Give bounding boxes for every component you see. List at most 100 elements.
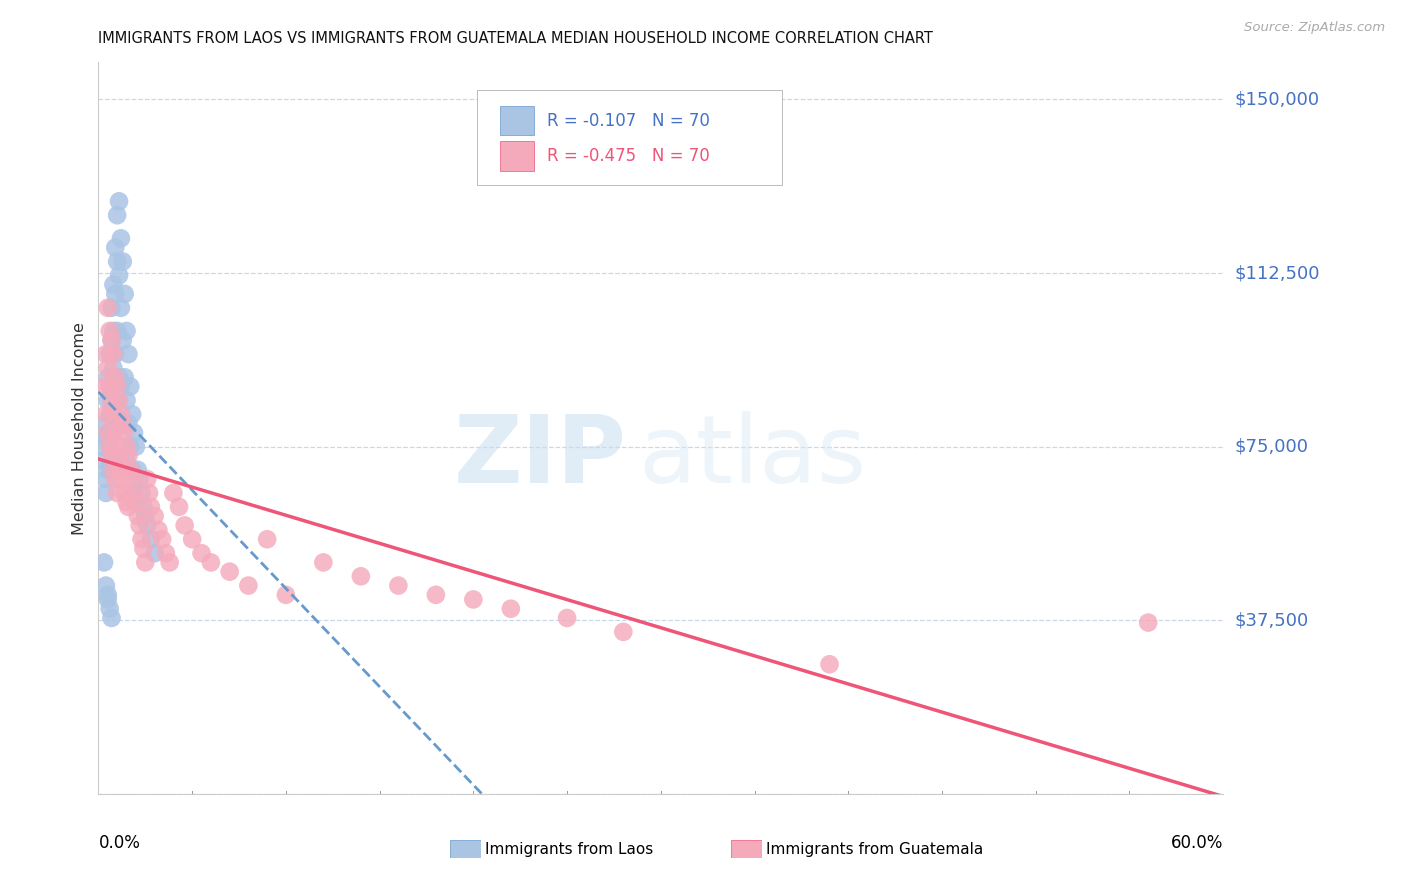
Point	[115, 453, 138, 467]
Point	[98, 440, 121, 454]
Text: $112,500: $112,500	[1234, 264, 1320, 282]
Point	[94, 407, 117, 421]
Point	[238, 578, 260, 592]
Point	[555, 611, 578, 625]
Point	[100, 449, 122, 463]
Point	[121, 407, 143, 421]
Point	[120, 379, 142, 393]
Text: R = -0.475   N = 70: R = -0.475 N = 70	[547, 147, 710, 165]
Point	[100, 301, 122, 315]
Point	[125, 495, 148, 509]
Point	[103, 347, 125, 361]
Point	[114, 286, 136, 301]
Point	[104, 241, 127, 255]
Text: IMMIGRANTS FROM LAOS VS IMMIGRANTS FROM GUATEMALA MEDIAN HOUSEHOLD INCOME CORREL: IMMIGRANTS FROM LAOS VS IMMIGRANTS FROM …	[98, 31, 934, 46]
Point	[139, 500, 162, 514]
Point	[463, 592, 485, 607]
Text: $150,000: $150,000	[1234, 90, 1319, 109]
Point	[105, 208, 128, 222]
Point	[110, 407, 132, 421]
Point	[108, 453, 131, 467]
Point	[148, 523, 170, 537]
Point	[97, 425, 120, 440]
Point	[114, 425, 136, 440]
Point	[98, 601, 121, 615]
Point	[117, 449, 139, 463]
Point	[103, 402, 125, 417]
Point	[105, 486, 128, 500]
Point	[120, 440, 142, 454]
Text: 60.0%: 60.0%	[1171, 834, 1223, 852]
Point	[818, 657, 841, 672]
Point	[122, 425, 145, 440]
FancyBboxPatch shape	[501, 141, 534, 170]
Point	[103, 407, 125, 421]
Point	[94, 486, 117, 500]
Point	[190, 546, 212, 560]
Point	[150, 533, 173, 547]
Point	[103, 449, 125, 463]
Text: Source: ZipAtlas.com: Source: ZipAtlas.com	[1244, 21, 1385, 34]
Point	[132, 500, 155, 514]
Point	[218, 565, 240, 579]
Point	[97, 463, 120, 477]
Point	[108, 268, 131, 283]
Point	[111, 333, 134, 347]
Point	[612, 624, 634, 639]
Point	[93, 440, 115, 454]
Point	[100, 333, 122, 347]
Point	[167, 500, 190, 514]
Point	[111, 254, 134, 268]
Point	[104, 425, 127, 440]
Point	[115, 324, 138, 338]
Point	[110, 379, 132, 393]
Point	[125, 440, 148, 454]
Point	[125, 495, 148, 509]
Text: ZIP: ZIP	[454, 411, 627, 503]
Point	[136, 472, 159, 486]
Y-axis label: Median Household Income: Median Household Income	[72, 322, 87, 534]
Point	[127, 463, 149, 477]
Point	[131, 486, 153, 500]
Point	[104, 370, 127, 384]
Point	[110, 301, 132, 315]
Point	[105, 379, 128, 393]
Point	[97, 361, 120, 376]
Point	[98, 407, 121, 421]
Point	[143, 546, 166, 560]
Point	[98, 324, 121, 338]
Point	[97, 370, 120, 384]
Point	[139, 533, 162, 547]
Point	[350, 569, 373, 583]
Point	[1137, 615, 1160, 630]
Point	[93, 556, 115, 570]
Point	[200, 556, 222, 570]
Point	[122, 486, 145, 500]
Point	[98, 440, 121, 454]
Point	[312, 556, 335, 570]
Point	[138, 486, 160, 500]
Point	[115, 393, 138, 408]
Point	[134, 556, 156, 570]
Text: R = -0.107   N = 70: R = -0.107 N = 70	[547, 112, 710, 129]
Point	[115, 495, 138, 509]
Point	[94, 578, 117, 592]
Point	[94, 347, 117, 361]
Point	[122, 486, 145, 500]
Text: $75,000: $75,000	[1234, 438, 1309, 456]
Point	[128, 472, 150, 486]
Point	[120, 463, 142, 477]
Point	[94, 430, 117, 444]
Point	[425, 588, 447, 602]
Point	[110, 463, 132, 477]
Point	[111, 417, 134, 431]
Point	[134, 509, 156, 524]
Point	[97, 425, 120, 440]
Point	[274, 588, 297, 602]
FancyBboxPatch shape	[501, 106, 534, 136]
Point	[94, 472, 117, 486]
Point	[104, 407, 127, 421]
Point	[111, 417, 134, 431]
Point	[100, 611, 122, 625]
Point	[98, 379, 121, 393]
